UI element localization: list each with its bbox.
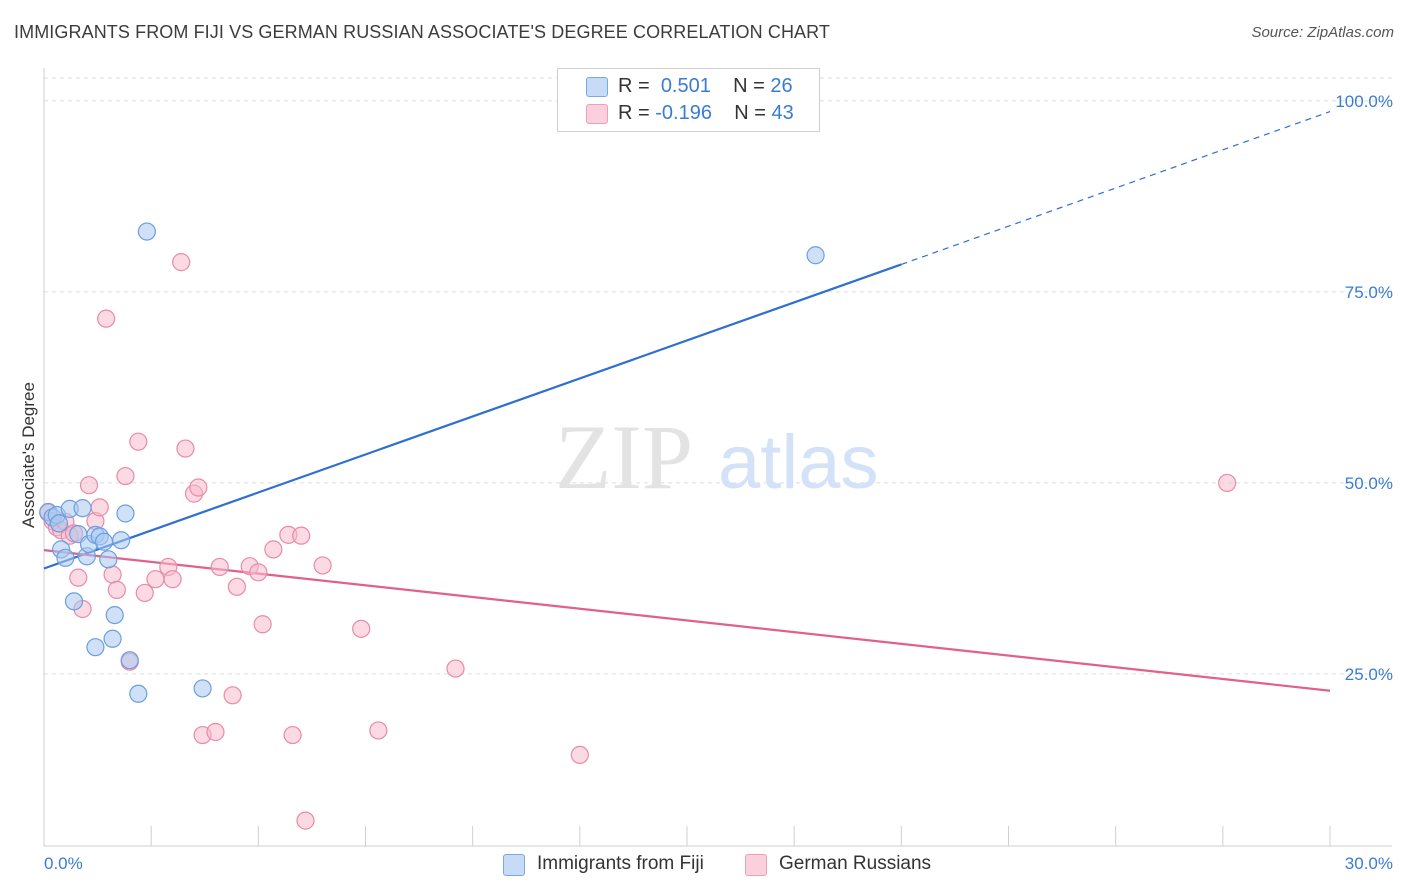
grid	[44, 77, 1392, 675]
german-russian-point	[446, 659, 465, 678]
german-russian-point	[570, 745, 589, 765]
bottom-legend-swatch-german-russians	[745, 854, 767, 876]
german-russian-point	[210, 557, 229, 577]
legend-r-value-german-russians: -0.196	[655, 102, 712, 124]
fiji-point	[806, 246, 825, 265]
fiji-point	[49, 514, 69, 533]
legend-swatch-german-russians	[586, 104, 608, 124]
german-russian-point	[172, 253, 191, 272]
legend-r-value-fiji: 0.501	[660, 75, 711, 97]
legend-n-value-german-russians: 43	[771, 102, 794, 124]
watermark: ZIP atlas	[555, 406, 879, 508]
legend-r-label: R =	[618, 75, 650, 97]
bottom-legend-label-fiji: Immigrants from Fiji	[537, 853, 704, 874]
german-russian-point	[206, 722, 225, 742]
fiji-point	[73, 499, 92, 518]
legend-swatch-fiji	[586, 77, 608, 97]
german-russian-point	[116, 466, 135, 486]
german-russian-point	[264, 540, 283, 559]
source-label: Source: ZipAtlas.com	[1251, 24, 1394, 41]
fiji-point	[56, 548, 75, 567]
german-russian-trend-line	[43, 549, 1331, 692]
bottom-legend-swatch-fiji	[503, 854, 525, 876]
fiji-point	[105, 605, 124, 625]
fiji-point	[193, 679, 212, 698]
legend-r-label: R =	[618, 102, 650, 124]
watermark-atlas: atlas	[718, 420, 879, 505]
y-tick-label: 75.0%	[1345, 283, 1393, 302]
german-russian-point	[249, 563, 268, 582]
german-russian-point	[107, 580, 126, 599]
trend-lines	[43, 111, 1331, 692]
bottom-legend-label-german-russians: German Russians	[779, 853, 932, 874]
german-russian-point	[352, 619, 371, 638]
german-russian-point	[313, 556, 332, 575]
y-tick-label: 50.0%	[1345, 474, 1393, 493]
german-russian-point	[176, 439, 195, 458]
legend-n-label: N =	[734, 102, 766, 124]
x-tick-label: 30.0%	[1345, 854, 1393, 873]
fiji-point	[129, 684, 148, 703]
data-points	[39, 222, 1237, 830]
tick-labels: 25.0% 50.0% 75.0% 100.0% 0.0% 30.0%	[44, 92, 1393, 873]
fiji-trend-extension	[901, 111, 1331, 265]
fiji-trend-line	[43, 263, 902, 570]
german-russian-point	[97, 309, 116, 328]
watermark-zip: ZIP	[555, 406, 693, 508]
german-russian-point	[223, 686, 242, 705]
german-russian-point	[79, 476, 99, 495]
fiji-point	[120, 651, 139, 670]
fiji-point	[86, 638, 105, 657]
legend-n-value-fiji: 26	[770, 75, 793, 97]
legend-n-label: N =	[733, 75, 765, 97]
x-tick-label: 0.0%	[44, 854, 83, 873]
fiji-point	[64, 592, 84, 611]
german-russian-point	[296, 811, 315, 830]
y-tick-label: 25.0%	[1345, 665, 1393, 684]
german-russian-point	[292, 526, 311, 545]
german-russian-point	[253, 615, 272, 634]
fiji-point	[94, 532, 114, 551]
german-russian-point	[163, 570, 182, 589]
german-russian-point	[1218, 473, 1237, 493]
axes	[43, 68, 1392, 847]
german-russian-point	[227, 577, 246, 596]
correlation-legend: R = 0.501 N = 26 R = -0.196 N = 43	[557, 68, 820, 132]
chart-title: IMMIGRANTS FROM FIJI VS GERMAN RUSSIAN A…	[14, 22, 831, 42]
german-russian-point	[189, 478, 208, 497]
y-axis-label: Associate's Degree	[19, 382, 38, 528]
fiji-point	[103, 629, 122, 648]
fiji-point	[116, 504, 135, 523]
german-russian-point	[135, 583, 154, 603]
fiji-point	[99, 550, 118, 569]
german-russian-point	[283, 725, 302, 745]
german-russian-point	[129, 432, 148, 451]
fiji-point	[112, 531, 131, 550]
german-russian-point	[369, 721, 388, 740]
fiji-point	[137, 222, 156, 241]
german-russian-point	[69, 568, 88, 587]
y-tick-label: 100.0%	[1335, 92, 1393, 111]
german-russian-point	[90, 498, 109, 517]
german-russian-point	[103, 565, 122, 584]
german-russian-point	[146, 570, 165, 589]
